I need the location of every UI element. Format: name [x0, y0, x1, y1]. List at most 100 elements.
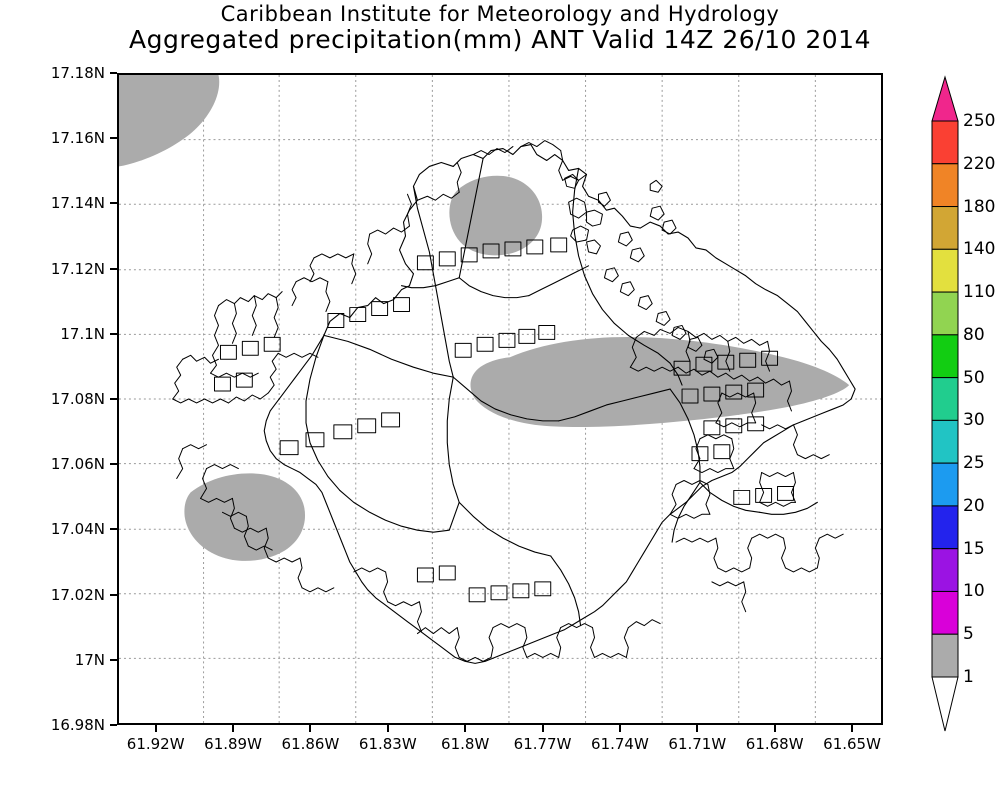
precip-blob-southwest — [184, 473, 306, 561]
y-axis-tick — [110, 463, 117, 466]
x-axis-tick-label: 61.83W — [358, 735, 417, 753]
coast-detail-north — [367, 140, 588, 265]
colorbar-band — [931, 377, 959, 421]
precip-blob-eastern-band — [470, 337, 850, 428]
parish-boundary-13 — [458, 157, 484, 279]
institute-title: Caribbean Institute for Meteorology and … — [220, 2, 780, 26]
colorbar-above-max-arrow — [931, 75, 959, 122]
parish-boundary-5 — [446, 376, 460, 503]
y-axis-tick-label: 17N — [74, 650, 105, 669]
colorbar-band — [931, 334, 959, 379]
x-axis-tick — [541, 725, 544, 732]
y-axis-tick-label: 17.16N — [50, 129, 105, 148]
colorbar-bands — [931, 75, 959, 732]
colorbar-tick-label: 5 — [963, 624, 974, 645]
parish-boundary-11 — [699, 481, 761, 513]
parish-boundary-6 — [458, 501, 552, 557]
colorbar-tick-label: 220 — [963, 153, 996, 174]
x-axis-tick-label: 61.86W — [281, 735, 340, 753]
x-axis-tick — [696, 725, 699, 732]
x-axis-tick — [386, 725, 389, 732]
y-axis-tick — [110, 593, 117, 596]
parish-boundary-10 — [669, 388, 701, 484]
x-axis-tick-label: 61.65W — [823, 735, 881, 753]
parish-boundary-3 — [452, 376, 560, 422]
colorbar-tick-label: 180 — [963, 196, 996, 217]
coast-detail-west — [176, 444, 335, 593]
colorbar-tick-label: 110 — [963, 282, 996, 303]
colorbar-tick-label: 140 — [963, 239, 996, 260]
parish-boundary-9 — [550, 555, 582, 627]
y-axis-tick — [110, 72, 117, 74]
colorbar-band — [931, 548, 959, 592]
x-axis-tick-label: 61.89W — [204, 735, 262, 753]
y-axis-tick — [110, 137, 117, 140]
colorbar-band — [931, 419, 959, 464]
y-axis-tick-label: 17.18N — [50, 64, 105, 82]
parish-boundary-16 — [400, 277, 460, 289]
colorbar-tick-label: 50 — [963, 367, 985, 388]
coast-detail-southeast — [675, 533, 844, 613]
colorbar-band — [931, 206, 959, 250]
parish-boundary-2 — [412, 185, 454, 378]
x-axis-tick — [773, 725, 776, 732]
x-axis-tick-label: 61.8W — [441, 735, 490, 753]
parish-boundary-7 — [305, 334, 341, 491]
y-axis-tick — [110, 202, 117, 205]
colorbar-band — [931, 120, 959, 165]
y-axis-tick — [110, 332, 117, 335]
y-axis-tick — [110, 267, 117, 270]
x-axis-tick-label: 61.77W — [513, 735, 572, 753]
x-axis-tick-label: 61.74W — [591, 735, 649, 753]
y-axis-tick — [110, 658, 117, 661]
parish-boundary-12 — [572, 167, 683, 386]
islets-northeast — [564, 173, 719, 364]
colorbar-tick-label: 20 — [963, 495, 985, 516]
y-axis-tick-label: 17.04N — [50, 520, 105, 539]
y-axis-tick-label: 17.02N — [50, 585, 105, 604]
parish-boundary-1 — [323, 334, 454, 378]
x-axis-tick — [309, 725, 312, 732]
y-axis-tick-label: 17.14N — [50, 194, 105, 213]
colorbar-tick-label: 80 — [963, 324, 985, 345]
y-axis-tick-label: 17.06N — [50, 455, 105, 474]
y-axis-tick — [110, 724, 117, 726]
parish-boundary-4 — [558, 388, 671, 422]
page-title: Aggregated precipitation(mm) ANT Valid 1… — [128, 25, 871, 54]
chart-title-block: Caribbean Institute for Meteorology and … — [0, 2, 1000, 54]
x-axis-tick — [464, 725, 467, 732]
colorbar-below-min-arrow — [931, 676, 959, 732]
y-axis-tick-label: 17.1N — [60, 324, 105, 343]
colorbar-band — [931, 163, 959, 208]
parish-boundary-18 — [759, 501, 818, 515]
colorbar-band — [931, 462, 959, 507]
parish-boundary-14 — [458, 277, 530, 299]
parish-boundary-15 — [528, 265, 590, 297]
x-axis-tick — [154, 725, 157, 732]
x-axis-tick-label: 61.68W — [745, 735, 804, 753]
y-axis-tick-label: 17.08N — [50, 390, 105, 408]
colorbar-tick-label: 15 — [963, 538, 985, 559]
colorbar-band — [931, 633, 959, 678]
coast-detail-south — [353, 567, 661, 662]
map-plot-area — [117, 73, 883, 725]
map-clip — [119, 75, 881, 723]
colorbar-svg — [931, 75, 959, 732]
precip-shading-1to5mm — [119, 75, 850, 561]
y-axis-tick — [110, 398, 117, 400]
coast-detail-east — [629, 326, 830, 519]
coast-detail-northwest — [172, 253, 357, 404]
colorbar-tick-label: 30 — [963, 410, 985, 431]
colorbar-tick-label: 1 — [963, 667, 974, 687]
colorbar-band — [931, 291, 959, 336]
parish-boundary-8 — [339, 489, 460, 533]
colorbar-band — [931, 590, 959, 635]
x-axis-tick-label: 61.71W — [668, 735, 727, 753]
colorbar-tick-label: 250 — [963, 111, 996, 131]
colorbar-tick-label: 10 — [963, 581, 985, 602]
y-axis-tick-label: 17.12N — [50, 259, 105, 278]
inland-features — [214, 237, 794, 603]
precip-blob-northwest — [119, 75, 220, 167]
x-axis-tick — [618, 725, 621, 732]
